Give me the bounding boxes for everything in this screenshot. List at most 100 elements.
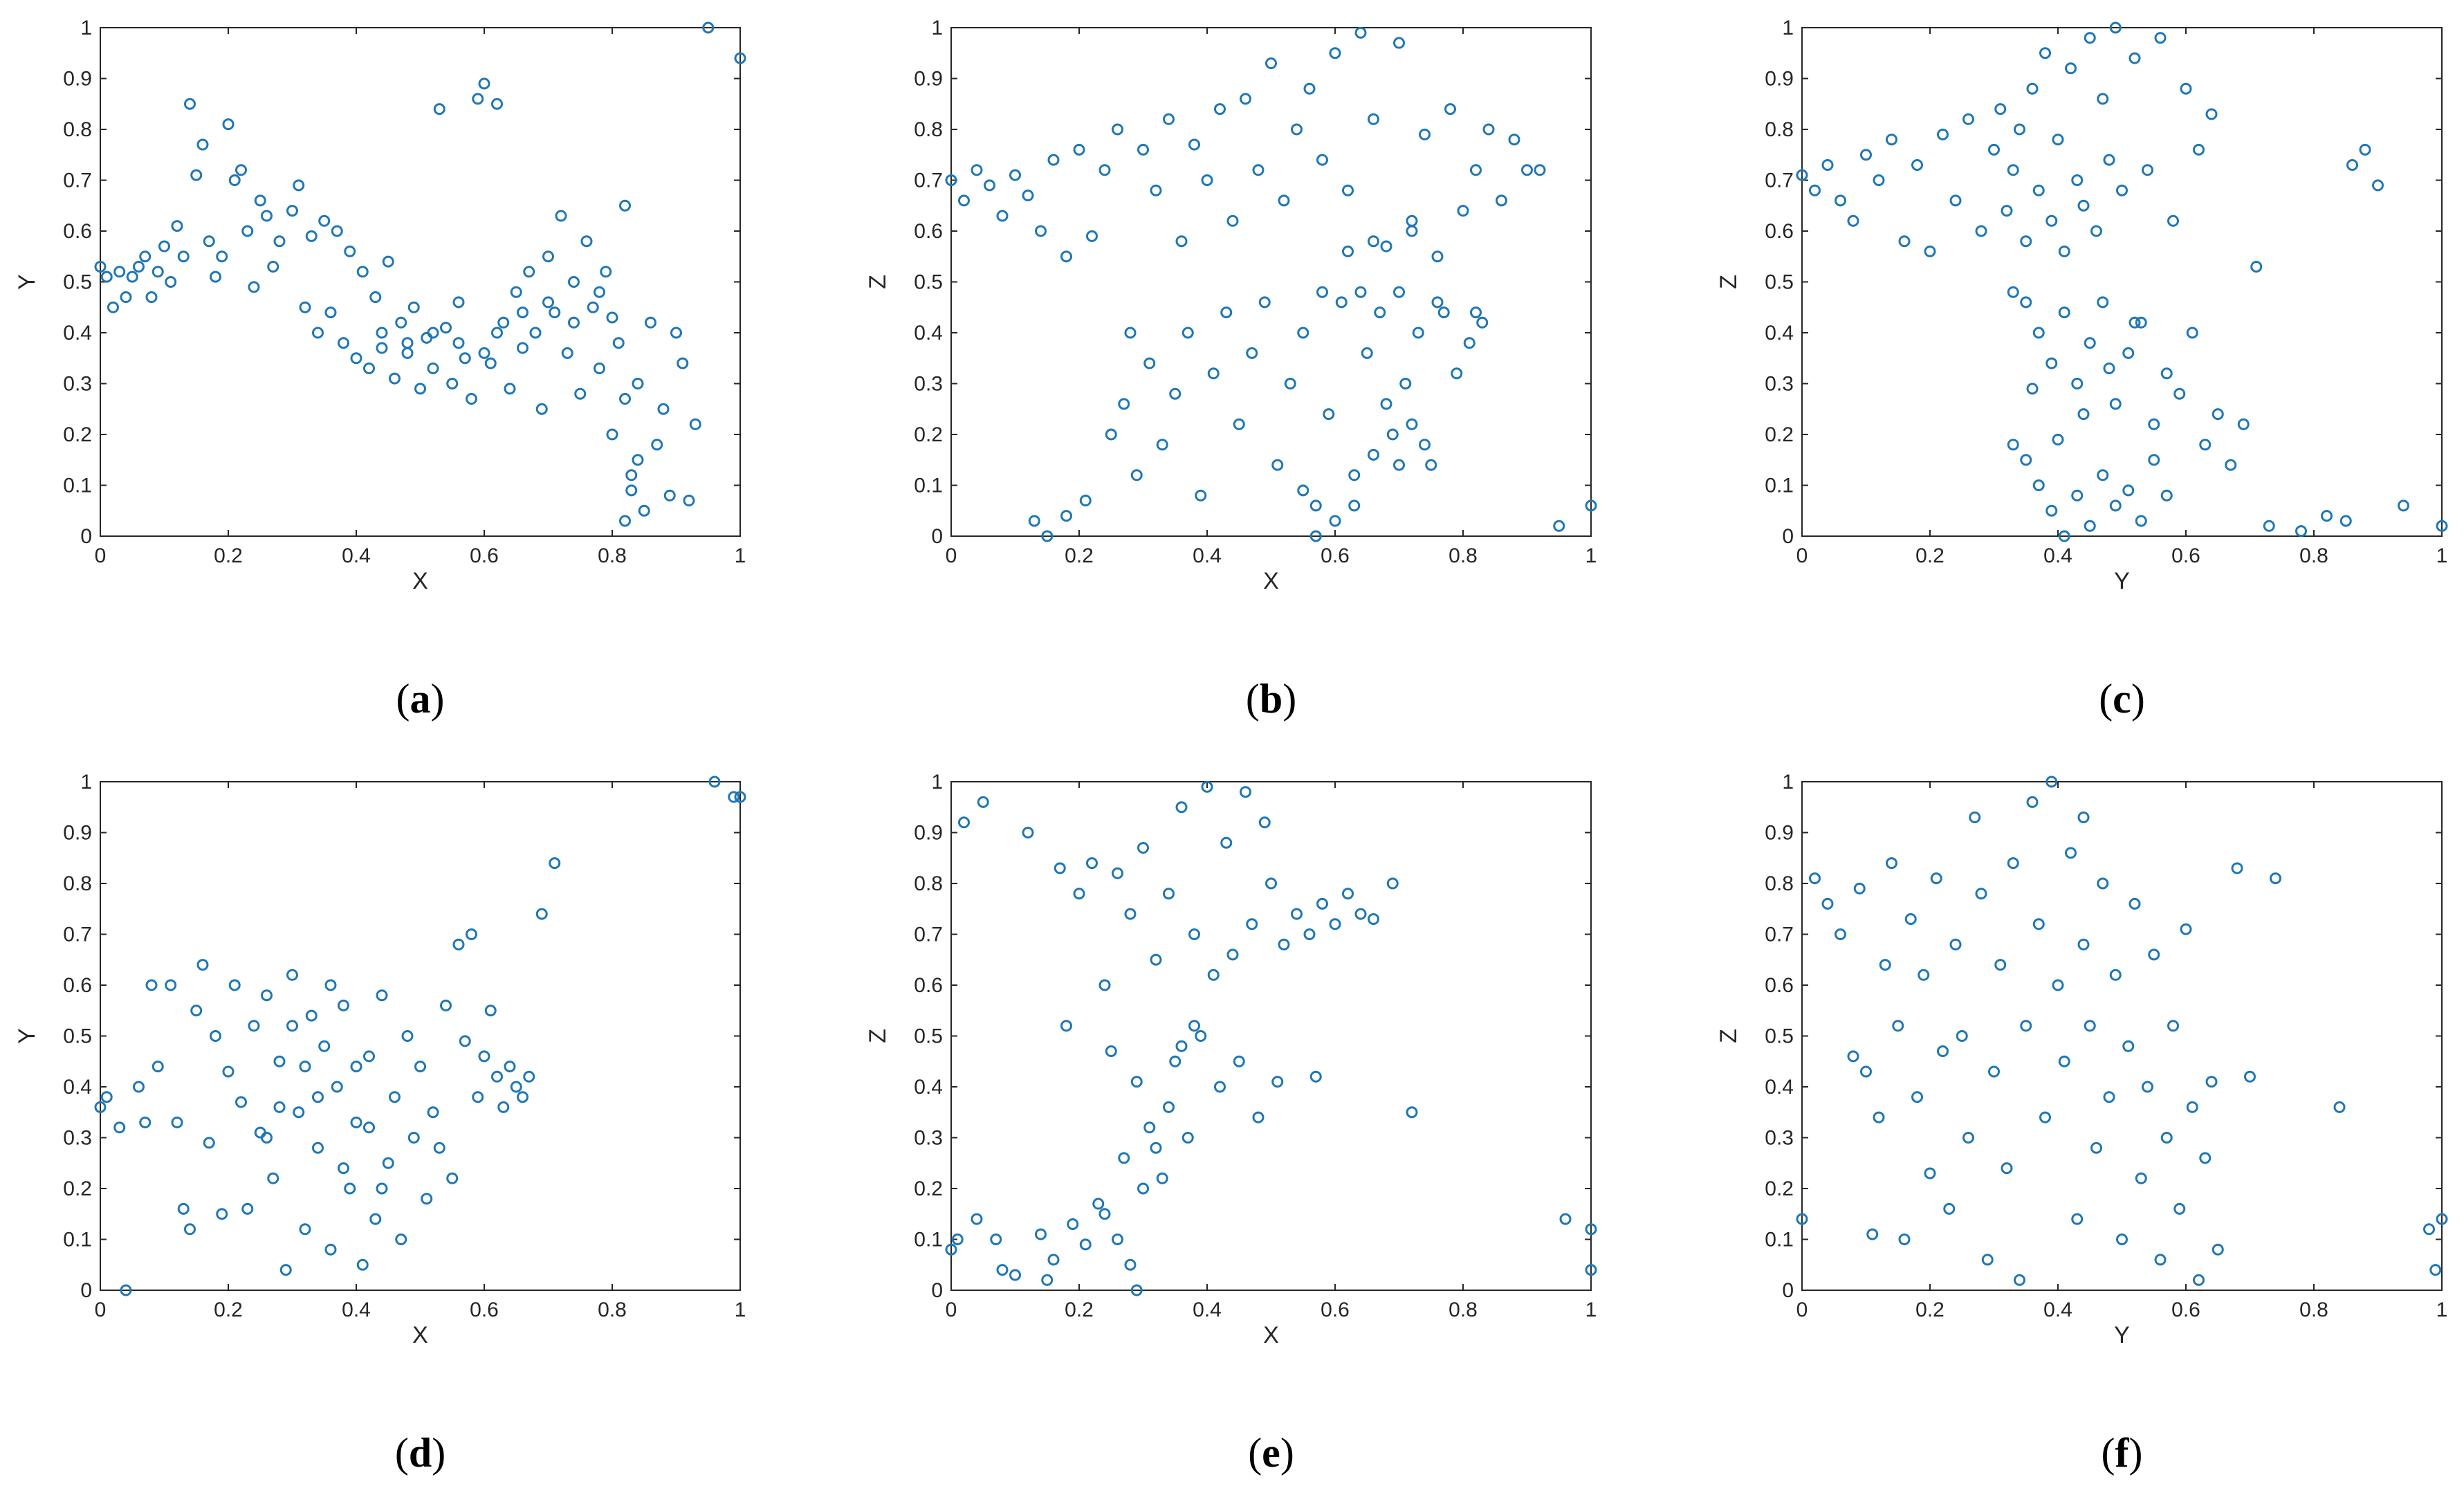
y-tick-label: 0	[931, 525, 943, 548]
scatter-point	[452, 337, 465, 349]
chart-panel-f: 0 0.2 0.4 0.6 0.8 1 0 0.1 0.2 0.3 0.4 0.5 0.6 0.7 0.8 0…	[1716, 771, 2448, 1476]
x-tick-label: 0.4	[342, 1299, 371, 1321]
x-tick-label: 0.4	[342, 544, 371, 567]
scatter-point	[1233, 418, 1245, 430]
scatter-point	[2295, 525, 2307, 538]
scatter-point	[433, 1141, 445, 1154]
y-tick-label: 0.8	[1765, 118, 1794, 141]
scatter-point	[452, 296, 465, 309]
scatter-point	[2148, 418, 2160, 430]
scatter-point	[1898, 1233, 1911, 1245]
x-tick-label: 1	[2436, 544, 2448, 567]
y-tick-label: 0.6	[914, 974, 943, 997]
scatter-point	[1118, 398, 1130, 410]
scatter-point	[2186, 327, 2198, 339]
scatter-point	[107, 301, 119, 313]
scatter-point	[2142, 164, 2153, 176]
x-tick-label: 0.8	[1449, 544, 1478, 567]
y-tick-label: 0.9	[1765, 68, 1794, 91]
axes-box	[950, 27, 1592, 537]
scatter-point	[1130, 1076, 1143, 1088]
scatter-point	[2359, 143, 2371, 156]
scatter-point	[452, 938, 465, 951]
x-tick-label: 0.2	[214, 544, 243, 567]
scatter-point	[376, 989, 388, 1002]
y-tick-label: 0.5	[63, 1025, 92, 1048]
scatter-point	[190, 1005, 203, 1017]
scatter-point	[1201, 780, 1213, 793]
scatter-point	[651, 439, 663, 451]
scatter-point	[2097, 877, 2109, 890]
scatter-point	[1137, 1182, 1149, 1195]
scatter-point	[1073, 888, 1085, 900]
scatter-point	[414, 383, 426, 395]
panel-caption: (a)	[396, 676, 445, 722]
y-tick-label: 0.7	[914, 924, 943, 946]
scatter-point	[2058, 530, 2070, 542]
y-tick-label: 0.4	[63, 322, 92, 345]
scatter-point	[971, 1213, 983, 1225]
scatter-point	[2167, 214, 2179, 227]
scatter-point	[1463, 337, 1475, 349]
y-tick-label: 0.1	[63, 475, 92, 497]
scatter-point	[1258, 296, 1271, 309]
scatter-point	[542, 250, 554, 263]
scatter-point	[2122, 347, 2135, 359]
scatter-point	[312, 1091, 324, 1103]
scatter-point	[1175, 801, 1188, 814]
scatter-point	[2032, 184, 2045, 196]
scatter-point	[312, 1141, 324, 1154]
scatter-point	[2270, 872, 2281, 885]
scatter-point	[734, 52, 746, 64]
scatter-point	[273, 1055, 286, 1067]
axes-box	[100, 781, 741, 1291]
scatter-point	[2199, 439, 2212, 451]
scatter-point	[568, 316, 580, 329]
scatter-point	[1585, 1223, 1597, 1236]
scatter-point	[331, 225, 343, 237]
scatter-point	[1496, 194, 1507, 207]
panel-caption-letter: e	[1262, 1430, 1280, 1476]
scatter-point	[139, 250, 151, 263]
x-tick-label: 1	[735, 1299, 746, 1321]
x-tick-label: 0.6	[2171, 544, 2200, 567]
scatter-point	[1316, 897, 1328, 910]
scatter-point	[1240, 786, 1251, 798]
scatter-point	[1060, 250, 1072, 263]
scatter-point	[222, 1065, 235, 1078]
scatter-point	[625, 469, 638, 481]
panel-caption-letter: b	[1260, 676, 1282, 722]
scatter-point	[2135, 515, 2147, 527]
scatter-point	[1457, 205, 1469, 217]
scatter-point	[958, 816, 970, 829]
axes-box	[1801, 27, 2443, 537]
scatter-point	[1374, 306, 1386, 319]
scatter-point	[2045, 214, 2058, 227]
scatter-point	[1988, 1065, 2000, 1078]
scatter-point	[491, 327, 503, 339]
scatter-point	[190, 169, 203, 181]
scatter-point	[2058, 245, 2070, 257]
scatter-point	[2231, 862, 2243, 874]
scatter-point	[1316, 286, 1328, 298]
scatter-point	[1585, 499, 1597, 512]
chart-panel-b: 0 0.2 0.4 0.6 0.8 1 0 0.1 0.2 0.3 0.4 0.5 0.6 0.7 0.8 0…	[865, 17, 1597, 722]
scatter-point	[728, 791, 740, 803]
scatter-point	[1886, 134, 1897, 146]
scatter-point	[1380, 240, 1392, 253]
x-tick-label: 0	[946, 544, 957, 567]
scatter-point	[1079, 1238, 1092, 1251]
panel-caption-letter: f	[2115, 1430, 2130, 1476]
scatter-point	[248, 1020, 260, 1032]
scatter-point	[1930, 872, 1942, 885]
x-tick-label: 0.8	[2299, 544, 2328, 567]
scatter-point	[574, 387, 587, 400]
scatter-point	[1335, 296, 1348, 309]
scatter-point	[2039, 1111, 2051, 1123]
scatter-point	[2058, 1055, 2070, 1067]
scatter-point	[120, 1284, 132, 1296]
scatter-point	[504, 1061, 516, 1073]
scatter-point	[2052, 134, 2064, 146]
scatter-point	[523, 1070, 535, 1083]
x-tick-label: 0	[1796, 544, 1808, 567]
